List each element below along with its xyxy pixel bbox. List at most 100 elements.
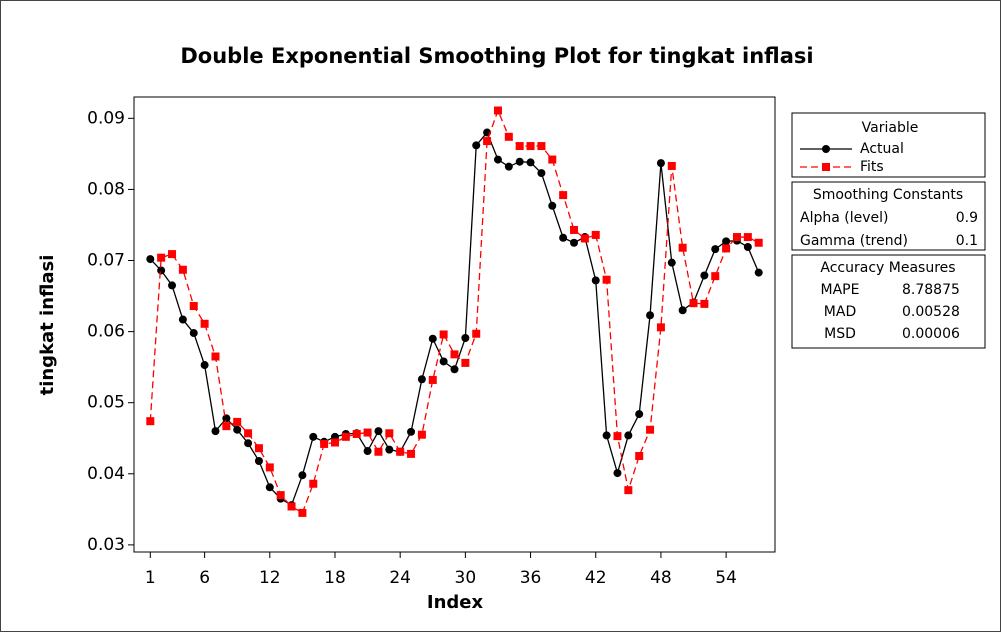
point xyxy=(515,157,524,166)
x-tick-label: 30 xyxy=(455,568,477,588)
point xyxy=(265,463,274,472)
point xyxy=(613,469,622,478)
point xyxy=(711,272,720,281)
smoothing-box xyxy=(791,181,986,251)
smoothing-title: Smoothing Constants xyxy=(813,187,963,203)
legend-label: Fits xyxy=(860,159,884,175)
accuracy-label: MAPE xyxy=(821,282,860,298)
x-axis-label: Index xyxy=(427,592,484,613)
point xyxy=(254,457,263,465)
point xyxy=(428,375,437,384)
accuracy-box xyxy=(791,254,986,349)
y-axis-label: tingkat inflasi xyxy=(37,255,58,396)
x-tick-label: 1 xyxy=(145,568,156,588)
point xyxy=(244,429,253,438)
point xyxy=(548,201,557,210)
point xyxy=(407,449,416,458)
point xyxy=(439,330,448,339)
smoothing-label: Alpha (level) xyxy=(800,210,888,226)
x-tick-label: 42 xyxy=(585,568,607,588)
x-tick-label: 24 xyxy=(389,568,411,588)
y-tick-label: 0.09 xyxy=(87,108,125,128)
point xyxy=(678,306,687,315)
accuracy-value: 0.00528 xyxy=(902,304,960,320)
point xyxy=(385,429,394,438)
point xyxy=(472,329,481,338)
point xyxy=(667,161,676,170)
x-tick-label: 18 xyxy=(324,568,346,588)
smoothing-value: 0.9 xyxy=(956,210,978,226)
point xyxy=(537,142,546,151)
point xyxy=(461,358,470,367)
point xyxy=(233,425,242,434)
accuracy-label: MAD xyxy=(824,304,856,320)
x-tick-label: 48 xyxy=(650,568,672,588)
accuracy-value: 8.78875 xyxy=(902,282,960,298)
x-tick-label: 54 xyxy=(715,568,737,588)
smoothing-label: Gamma (trend) xyxy=(800,233,908,249)
point xyxy=(200,361,209,370)
x-tick-label: 6 xyxy=(199,568,210,588)
point xyxy=(287,502,296,511)
plot-area xyxy=(133,96,776,553)
point xyxy=(667,258,676,267)
accuracy-value: 0.00006 xyxy=(902,326,960,342)
y-tick-label: 0.04 xyxy=(87,464,125,484)
point xyxy=(591,276,600,285)
point xyxy=(537,169,546,178)
point xyxy=(146,255,155,264)
point xyxy=(341,432,350,441)
y-tick-label: 0.05 xyxy=(87,393,125,413)
point xyxy=(570,238,579,247)
point xyxy=(461,334,470,343)
point xyxy=(559,233,568,242)
point xyxy=(678,243,687,252)
point xyxy=(417,375,426,384)
x-tick-label: 12 xyxy=(259,568,281,588)
point xyxy=(656,159,665,168)
point xyxy=(483,137,492,146)
point xyxy=(743,243,752,252)
point xyxy=(320,439,329,448)
point xyxy=(722,244,731,253)
point xyxy=(722,237,731,246)
point xyxy=(374,427,383,436)
point xyxy=(157,266,166,275)
point xyxy=(591,230,600,239)
point xyxy=(178,315,187,324)
point xyxy=(244,439,253,448)
point xyxy=(504,132,513,141)
y-tick-label: 0.03 xyxy=(87,535,125,555)
point xyxy=(700,271,709,280)
point xyxy=(211,352,220,361)
point xyxy=(265,483,274,492)
point xyxy=(570,225,579,234)
point xyxy=(352,429,361,438)
point xyxy=(417,430,426,439)
point xyxy=(504,162,513,171)
point xyxy=(493,106,502,115)
point xyxy=(450,350,459,359)
point xyxy=(374,447,383,456)
point xyxy=(515,142,524,151)
point xyxy=(298,508,307,517)
point xyxy=(526,158,535,167)
point xyxy=(222,422,231,431)
point xyxy=(363,428,372,437)
point xyxy=(580,234,589,243)
point xyxy=(298,471,307,480)
accuracy-title: Accuracy Measures xyxy=(820,260,955,276)
point xyxy=(754,268,763,277)
point xyxy=(178,265,187,274)
point xyxy=(732,233,741,242)
point xyxy=(548,155,557,164)
point xyxy=(428,334,437,343)
point xyxy=(450,365,459,374)
point xyxy=(276,491,285,500)
point xyxy=(472,141,481,150)
point xyxy=(146,417,155,426)
smoothing-value: 0.1 xyxy=(956,233,978,249)
point xyxy=(602,275,611,284)
point xyxy=(646,425,655,434)
